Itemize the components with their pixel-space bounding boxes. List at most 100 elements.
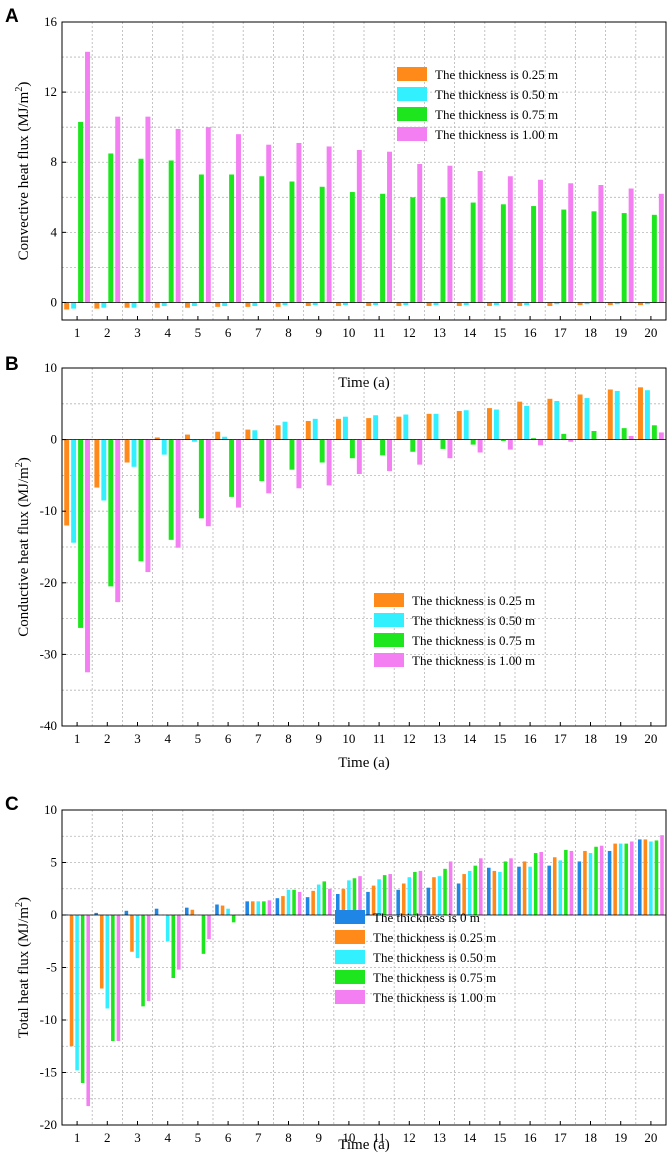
bar-c-s3-t12 xyxy=(407,877,412,915)
x-tick-label: 10 xyxy=(342,731,355,746)
bar-a-s4-t6 xyxy=(236,134,241,303)
bar-b-s2-t3 xyxy=(131,439,137,467)
bar-c-s5-t2 xyxy=(116,915,121,1041)
bar-b-s1-t7 xyxy=(245,429,251,440)
bar-b-s2-t15 xyxy=(493,409,499,440)
legend-swatch xyxy=(397,107,427,121)
x-tick-label: 18 xyxy=(584,1130,597,1145)
bar-b-s1-t14 xyxy=(456,410,462,440)
x-tick-label: 17 xyxy=(554,731,568,746)
legend-entry: The thickness is 0.50 m xyxy=(435,87,558,102)
bar-c-s2-t15 xyxy=(492,870,497,915)
bar-a-s4-t20 xyxy=(658,193,664,303)
x-tick-label: 11 xyxy=(373,1130,386,1145)
bar-b-s1-t18 xyxy=(577,394,583,440)
y-tick-label: 4 xyxy=(51,224,58,239)
bar-a-s4-t9 xyxy=(326,146,332,303)
y-tick-label: 8 xyxy=(51,154,58,169)
bar-c-s1-t11 xyxy=(366,891,370,915)
bar-b-s3-t5 xyxy=(198,439,204,519)
bar-c-s2-t5 xyxy=(190,909,195,915)
bar-c-s2-t16 xyxy=(522,861,527,915)
bar-c-s1-t16 xyxy=(517,866,521,915)
bar-a-s4-t16 xyxy=(538,179,543,303)
bar-a-s3-t9 xyxy=(319,186,325,303)
x-tick-label: 17 xyxy=(554,325,568,340)
x-tick-label: 4 xyxy=(164,1130,171,1145)
bar-b-s3-t16 xyxy=(531,438,537,440)
legend-swatch xyxy=(374,593,404,607)
bar-b-s4-t13 xyxy=(447,439,453,459)
bar-c-s5-t8 xyxy=(297,891,302,915)
bar-a-s2-t13 xyxy=(433,302,439,306)
x-axis-label: Time (a) xyxy=(338,375,390,391)
bar-c-s5-t16 xyxy=(539,852,543,915)
bar-c-s3-t13 xyxy=(437,876,442,915)
bar-a-s3-t8 xyxy=(289,181,295,303)
x-tick-label: 2 xyxy=(104,1130,111,1145)
bar-c-s2-t9 xyxy=(311,890,315,915)
bar-a-s3-t12 xyxy=(410,197,416,303)
bar-a-s3-t3 xyxy=(138,158,144,303)
bar-a-s3-t14 xyxy=(470,202,476,303)
bar-c-s4-t8 xyxy=(292,889,296,915)
bar-c-s1-t19 xyxy=(607,850,612,915)
y-tick-label: -30 xyxy=(40,646,57,661)
bar-c-s5-t18 xyxy=(599,845,604,915)
legend-swatch xyxy=(335,990,365,1004)
x-tick-label: 17 xyxy=(554,1130,568,1145)
bar-c-s4-t12 xyxy=(413,871,417,915)
bar-a-s2-t12 xyxy=(403,302,409,306)
bar-a-s1-t18 xyxy=(577,302,583,306)
bar-a-s4-t12 xyxy=(417,163,423,303)
bar-b-s4-t4 xyxy=(175,439,181,548)
bar-a-s2-t19 xyxy=(614,302,620,305)
x-tick-label: 9 xyxy=(315,325,322,340)
bar-a-s2-t5 xyxy=(191,302,197,306)
x-tick-label: 10 xyxy=(342,325,355,340)
x-tick-label: 20 xyxy=(644,731,657,746)
bar-b-s3-t19 xyxy=(621,428,627,440)
bar-b-s1-t2 xyxy=(94,439,100,488)
bar-a-s4-t18 xyxy=(598,185,604,303)
bar-c-s4-t17 xyxy=(564,849,568,915)
bar-c-s3-t16 xyxy=(528,866,532,915)
bar-b-s4-t12 xyxy=(417,439,423,465)
bar-c-s4-t20 xyxy=(654,840,659,915)
bar-a-s1-t10 xyxy=(336,302,341,306)
y-tick-label: -10 xyxy=(40,1012,57,1027)
x-tick-label: 5 xyxy=(195,1130,202,1145)
bar-a-s1-t1 xyxy=(64,302,70,310)
bar-c-s2-t6 xyxy=(220,905,225,915)
bar-b-s1-t8 xyxy=(275,425,281,440)
bar-b-s2-t9 xyxy=(312,418,318,440)
bar-c-s5-t4 xyxy=(177,915,181,970)
bar-a-s4-t1 xyxy=(85,51,90,303)
bar-b-s4-t14 xyxy=(477,439,483,453)
panel-letter: A xyxy=(5,6,19,27)
legend-swatch xyxy=(397,67,427,81)
bar-c-s5-t13 xyxy=(448,861,453,915)
legend-swatch xyxy=(335,910,365,924)
x-tick-label: 19 xyxy=(614,1130,627,1145)
x-tick-label: 9 xyxy=(315,1130,322,1145)
bar-b-s4-t7 xyxy=(266,439,272,494)
bar-c-s1-t17 xyxy=(547,865,551,915)
bar-b-s4-t9 xyxy=(326,439,332,486)
bar-c-s2-t17 xyxy=(552,857,557,915)
bar-a-s1-t14 xyxy=(456,302,462,306)
bar-b-s2-t10 xyxy=(342,416,348,440)
bar-c-s3-t6 xyxy=(226,908,230,915)
bar-b-s3-t14 xyxy=(470,439,476,445)
bar-a-s1-t4 xyxy=(154,302,160,308)
bar-a-s3-t15 xyxy=(500,204,506,303)
bar-a-s3-t1 xyxy=(78,121,84,303)
x-tick-label: 6 xyxy=(225,731,232,746)
bar-c-s2-t3 xyxy=(130,915,134,952)
bar-b-s2-t6 xyxy=(222,436,228,440)
bar-a-s1-t17 xyxy=(547,302,553,306)
bar-c-s1-t12 xyxy=(396,889,400,915)
x-tick-label: 11 xyxy=(373,731,386,746)
